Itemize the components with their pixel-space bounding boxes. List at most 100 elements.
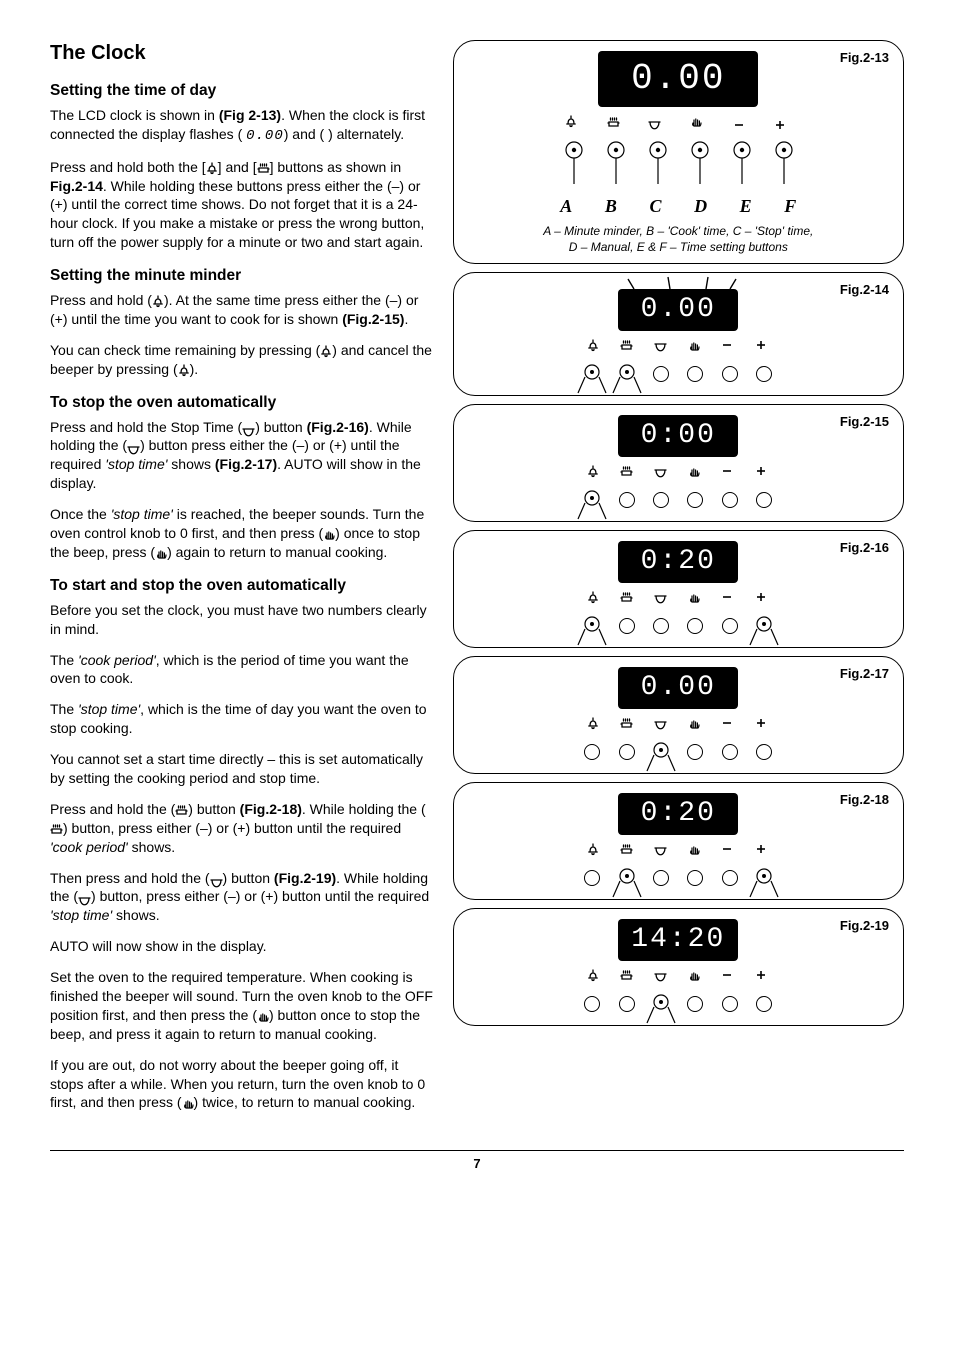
control-button-pressed [755,869,773,887]
control-button [686,743,704,761]
control-button [652,365,670,383]
hand-icon [684,843,706,863]
lcd-display: 14:20 [618,919,738,961]
para: Press and hold both the [] and [] button… [50,158,435,252]
minus-icon [718,465,740,485]
control-button [686,617,704,635]
control-button-pressed [618,365,636,383]
control-button [686,491,704,509]
letter: D [694,194,707,218]
control-button [686,869,704,887]
control-button [652,617,670,635]
control-button-pressed [652,743,670,761]
figure-2-14: Fig.2-14 0.00 [453,272,904,396]
figure-2-19: Fig.2-19 14:20 [453,908,904,1026]
subhead-stop-auto: To stop the oven automatically [50,393,435,414]
hand-icon [684,339,706,359]
plus-icon [751,843,773,863]
control-button-pressed [755,617,773,635]
lcd-display: 0.00 [598,51,758,107]
letter: C [649,194,661,218]
para: The LCD clock is shown in (Fig 2-13). Wh… [50,106,435,146]
dish-icon [650,339,672,359]
para: AUTO will now show in the display. [50,937,435,956]
lcd-display: 0:20 [618,541,738,583]
para: Once the 'stop time' is reached, the bee… [50,505,435,562]
bell-icon [320,345,332,357]
control-button [652,491,670,509]
control-button [686,995,704,1013]
control-button [583,743,601,761]
dish-icon [650,465,672,485]
figure-caption: A – Minute minder, B – 'Cook' time, C – … [466,224,891,255]
para: Press and hold (). At the same time pres… [50,291,435,329]
footer-rule [50,1150,904,1151]
dish-icon [650,591,672,611]
pot-icon [617,465,639,485]
para: If you are out, do not worry about the b… [50,1056,435,1113]
hand-icon [684,717,706,737]
control-button [721,491,739,509]
para: Then press and hold the () button (Fig.2… [50,869,435,926]
figure-label: Fig.2-17 [840,665,889,683]
hand-icon [684,591,706,611]
dish-icon [650,843,672,863]
bell-icon [583,717,605,737]
subhead-setting-time: Setting the time of day [50,81,435,102]
control-button [721,869,739,887]
figure-2-13: Fig.2-13 0.00 [453,40,904,264]
minus-icon [718,717,740,737]
para: You cannot set a start time directly – t… [50,750,435,788]
dish-icon [650,717,672,737]
para: The 'stop time', which is the time of da… [50,700,435,738]
bell-icon [178,364,190,376]
figure-label: Fig.2-18 [840,791,889,809]
control-button [618,491,636,509]
control-button [721,743,739,761]
pot-icon [617,717,639,737]
pot-icon [617,969,639,989]
subhead-minute-minder: Setting the minute minder [50,266,435,287]
bell-icon [583,339,605,359]
hand-icon [182,1097,194,1109]
letter: E [740,194,752,218]
bell-icon [583,591,605,611]
hand-icon [323,528,335,540]
control-button-pressed [583,365,601,383]
para: Before you set the clock, you must have … [50,601,435,639]
control-button [686,365,704,383]
plus-icon [771,117,793,136]
control-button [583,869,601,887]
dish-icon [646,117,668,136]
para: Set the oven to the required temperature… [50,968,435,1044]
para: Press and hold the () button (Fig.2-18).… [50,800,435,857]
dish-icon [650,969,672,989]
control-button [583,995,601,1013]
minus-icon [718,969,740,989]
hand-icon [155,547,167,559]
figure-label: Fig.2-16 [840,539,889,557]
plus-icon [751,465,773,485]
minus-icon [718,843,740,863]
letter: B [605,194,617,218]
control-button [618,995,636,1013]
hand-icon [257,1010,269,1022]
hand-icon [684,969,706,989]
plus-icon [751,969,773,989]
bell-icon [583,465,605,485]
bell-icon [152,295,164,307]
control-button-pressed [583,617,601,635]
hand-icon [688,115,710,138]
letter: F [784,194,796,218]
control-button-pressed [583,491,601,509]
figure-2-18: Fig.2-180:20 [453,782,904,900]
figure-label: Fig.2-19 [840,917,889,935]
figure-label: Fig.2-15 [840,413,889,431]
control-button [755,743,773,761]
figure-label: Fig.2-14 [840,281,889,299]
pot-icon [175,804,188,816]
control-button-pressed [618,869,636,887]
control-button-pressed [652,995,670,1013]
control-button [755,491,773,509]
bell-icon [583,843,605,863]
